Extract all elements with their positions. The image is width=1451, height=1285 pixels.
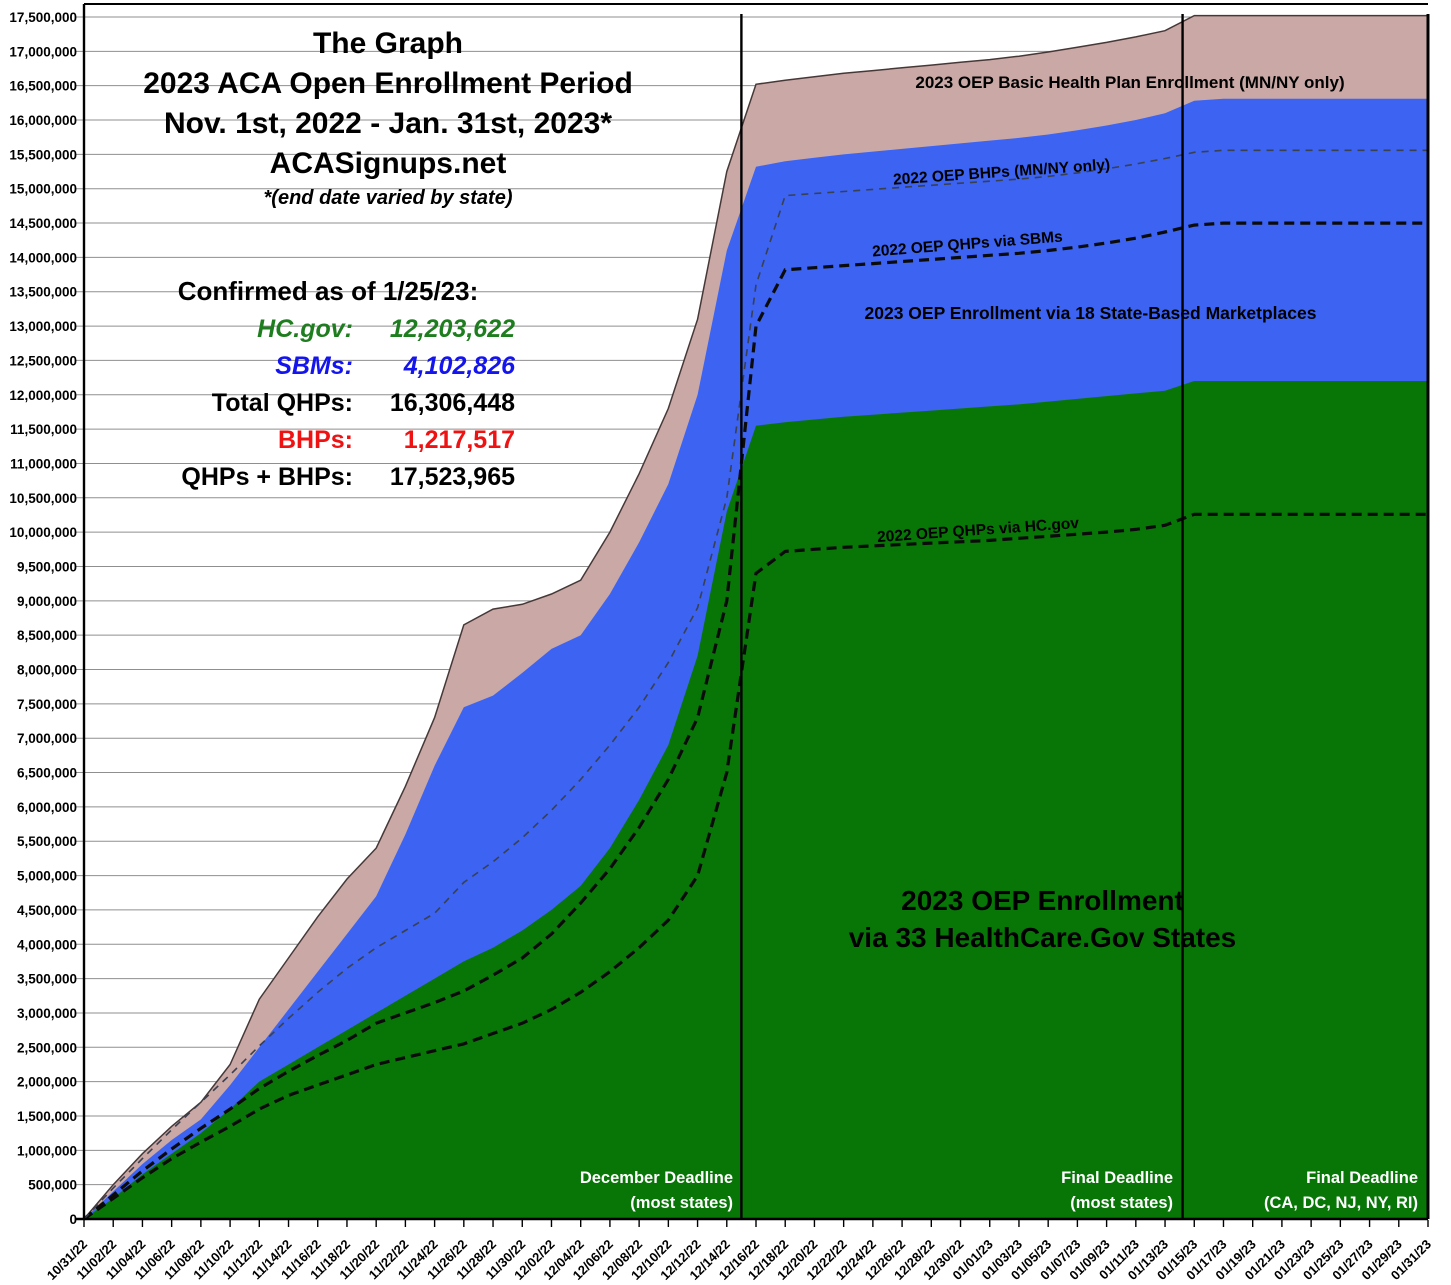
- chart-title-line4: ACASignups.net: [269, 147, 507, 180]
- svg-text:14,500,000: 14,500,000: [9, 216, 77, 231]
- stat-label-qhps-plus-bhps: QHPs + BHPs:: [181, 463, 353, 491]
- svg-text:9,500,000: 9,500,000: [17, 559, 77, 574]
- stat-value-hcgov: 12,203,622: [389, 315, 515, 343]
- area-label-hcgov-2023: 2023 OEP Enrollment via 33 HealthCare.Go…: [780, 882, 1305, 956]
- svg-text:1,500,000: 1,500,000: [17, 1109, 77, 1124]
- svg-text:10,500,000: 10,500,000: [9, 491, 77, 506]
- stat-label-hcgov: HC.gov:: [257, 315, 353, 343]
- svg-text:8,000,000: 8,000,000: [17, 663, 77, 678]
- svg-text:8,500,000: 8,500,000: [17, 628, 77, 643]
- svg-text:2,000,000: 2,000,000: [17, 1075, 77, 1090]
- svg-text:15,500,000: 15,500,000: [9, 147, 77, 162]
- stats-heading: Confirmed as of 1/25/23:: [177, 276, 479, 306]
- chart-title-line2: 2023 ACA Open Enrollment Period: [143, 67, 633, 100]
- stat-row-hcgov: HC.gov: 12,203,622: [128, 311, 528, 348]
- svg-text:14,000,000: 14,000,000: [9, 250, 77, 265]
- chart-title-footnote: *(end date varied by state): [263, 187, 513, 209]
- svg-text:15,000,000: 15,000,000: [9, 182, 77, 197]
- svg-text:5,000,000: 5,000,000: [17, 869, 77, 884]
- chart-title: The Graph 2023 ACA Open Enrollment Perio…: [88, 24, 688, 212]
- svg-text:3,000,000: 3,000,000: [17, 1006, 77, 1021]
- deadline-final-most-line1: Final Deadline: [1061, 1169, 1173, 1187]
- deadline-label-december: December Deadline (most states): [473, 1166, 733, 1216]
- svg-text:12,000,000: 12,000,000: [9, 388, 77, 403]
- stat-value-total-qhps: 16,306,448: [389, 389, 515, 417]
- svg-text:11,000,000: 11,000,000: [10, 456, 77, 471]
- svg-text:12,500,000: 12,500,000: [9, 353, 77, 368]
- svg-text:5,500,000: 5,500,000: [17, 834, 77, 849]
- chart-title-line1: The Graph: [312, 27, 463, 60]
- svg-text:17,000,000: 17,000,000: [9, 44, 77, 59]
- deadline-final-late-line1: Final Deadline: [1306, 1169, 1418, 1187]
- svg-text:6,000,000: 6,000,000: [17, 800, 77, 815]
- deadline-december-line1: December Deadline: [579, 1169, 733, 1187]
- deadline-december-line2: (most states): [630, 1194, 733, 1212]
- svg-text:0: 0: [69, 1212, 77, 1227]
- svg-text:7,500,000: 7,500,000: [17, 697, 77, 712]
- svg-text:11,500,000: 11,500,000: [10, 422, 77, 437]
- svg-text:3,500,000: 3,500,000: [17, 972, 77, 987]
- svg-text:13,000,000: 13,000,000: [9, 319, 77, 334]
- svg-text:4,000,000: 4,000,000: [17, 937, 77, 952]
- svg-text:13,500,000: 13,500,000: [9, 285, 77, 300]
- svg-text:7,000,000: 7,000,000: [17, 731, 77, 746]
- svg-text:16,500,000: 16,500,000: [9, 79, 77, 94]
- area-label-bhp-2023: 2023 OEP Basic Health Plan Enrollment (M…: [915, 73, 1345, 92]
- svg-text:17,500,000: 17,500,000: [9, 10, 77, 25]
- stat-value-sbms: 4,102,826: [403, 352, 515, 380]
- deadline-final-most-line2: (most states): [1070, 1194, 1173, 1212]
- area-label-sbm-2023: 2023 OEP Enrollment via 18 State-Based M…: [864, 303, 1317, 323]
- confirmed-stats: Confirmed as of 1/25/23: HC.gov: 12,203,…: [128, 276, 528, 496]
- svg-text:16,000,000: 16,000,000: [9, 113, 77, 128]
- svg-text:6,500,000: 6,500,000: [17, 766, 77, 781]
- stat-row-total-qhps: Total QHPs: 16,306,448: [128, 385, 528, 422]
- area-label-hcgov-2023-line1: 2023 OEP Enrollment: [901, 885, 1184, 916]
- chart-title-line3: Nov. 1st, 2022 - Jan. 31st, 2023*: [163, 107, 613, 140]
- svg-text:10,000,000: 10,000,000: [9, 525, 77, 540]
- stat-value-bhps: 1,217,517: [403, 426, 515, 454]
- deadline-label-final-late: Final Deadline (CA, DC, NJ, NY, RI): [1158, 1166, 1418, 1216]
- stat-row-sbms: SBMs: 4,102,826: [128, 348, 528, 385]
- stat-label-total-qhps: Total QHPs:: [211, 389, 353, 417]
- stat-label-sbms: SBMs:: [275, 352, 353, 380]
- stat-row-qhps-plus-bhps: QHPs + BHPs: 17,523,965: [128, 459, 528, 496]
- svg-text:4,500,000: 4,500,000: [17, 903, 77, 918]
- svg-text:9,000,000: 9,000,000: [17, 594, 77, 609]
- deadline-final-late-line2: (CA, DC, NJ, NY, RI): [1263, 1194, 1418, 1212]
- stat-row-bhps: BHPs: 1,217,517: [128, 422, 528, 459]
- stat-value-qhps-plus-bhps: 17,523,965: [389, 463, 515, 491]
- svg-text:2,500,000: 2,500,000: [17, 1040, 77, 1055]
- svg-text:500,000: 500,000: [28, 1178, 77, 1193]
- deadline-label-final-most: Final Deadline (most states): [913, 1166, 1173, 1216]
- area-label-hcgov-2023-line2: via 33 HealthCare.Gov States: [848, 922, 1237, 953]
- svg-text:1,000,000: 1,000,000: [17, 1143, 77, 1158]
- stat-label-bhps: BHPs:: [277, 426, 353, 454]
